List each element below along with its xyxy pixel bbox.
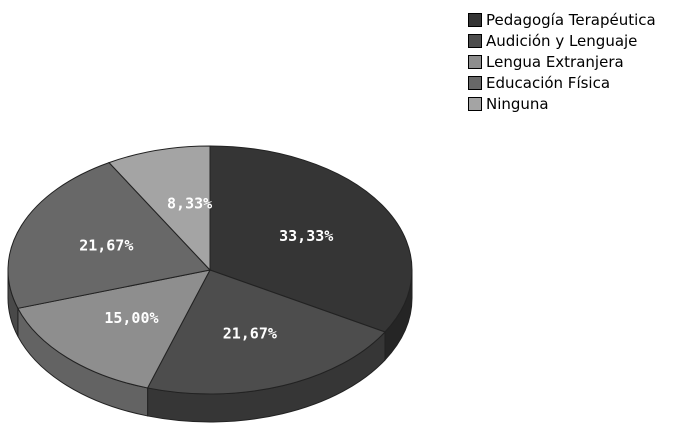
pie-slice-2 <box>17 269 211 389</box>
slice-label-1: 21,67% <box>223 325 277 343</box>
legend-swatch <box>468 54 482 69</box>
legend-label: Pedagogía Terapéutica <box>486 10 656 29</box>
slice-label-0: 33,33% <box>279 227 333 245</box>
legend-swatch <box>468 12 482 27</box>
legend-swatch <box>468 33 482 48</box>
pie-slice-4 <box>108 145 211 272</box>
legend-item-lengua-extranjera: Lengua Extranjera <box>468 51 656 72</box>
pie-slice-3 <box>7 162 211 309</box>
slice-label-3: 21,67% <box>79 237 133 255</box>
pie-slice-1 <box>146 269 386 395</box>
legend-item-audicion-lenguaje: Audición y Lenguaje <box>468 30 656 51</box>
legend-item-pedagogia-terapeutica: Pedagogía Terapéutica <box>468 9 656 30</box>
pie-slice-0 <box>209 145 413 333</box>
slice-label-2: 15,00% <box>104 309 158 327</box>
legend-item-ninguna: Ninguna <box>468 93 656 114</box>
legend-label: Ninguna <box>486 94 549 113</box>
pie-slices <box>7 145 413 395</box>
legend-label: Lengua Extranjera <box>486 52 624 71</box>
slice-label-4: 8,33% <box>167 195 212 213</box>
legend-swatch <box>468 75 482 90</box>
legend-item-educacion-fisica: Educación Física <box>468 72 656 93</box>
legend: Pedagogía Terapéutica Audición y Lenguaj… <box>468 9 656 114</box>
legend-label: Audición y Lenguaje <box>486 31 638 50</box>
legend-swatch <box>468 96 482 111</box>
pie-labels: 33,33% 21,67% 15,00% 21,67% 8,33% <box>79 195 333 343</box>
legend-label: Educación Física <box>486 73 611 92</box>
